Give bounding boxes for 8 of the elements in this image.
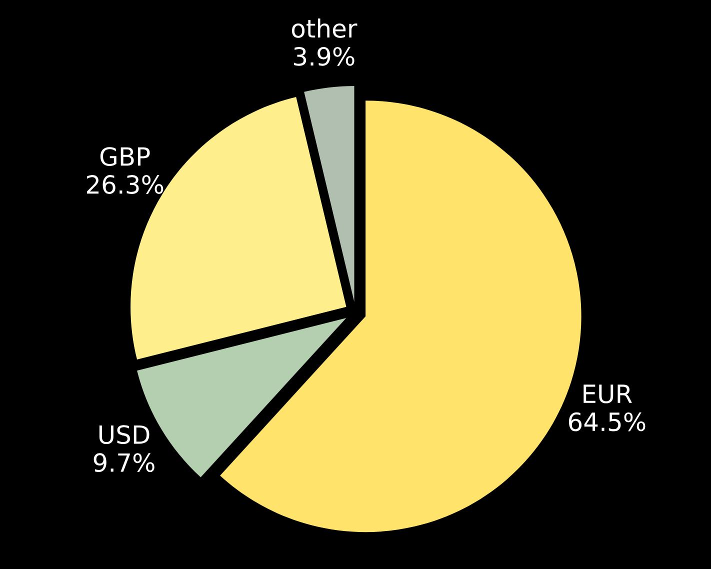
data-label: 9.7% (94, 453, 154, 472)
slice-label: USD (99, 425, 150, 444)
slice-label: other (292, 18, 358, 38)
data-label: 64.5% (568, 412, 646, 432)
data-label: 26.3% (86, 175, 164, 194)
slice-label: EUR (584, 384, 632, 404)
data-label: 3.9% (294, 46, 354, 66)
slice-label: GBP (100, 147, 150, 166)
